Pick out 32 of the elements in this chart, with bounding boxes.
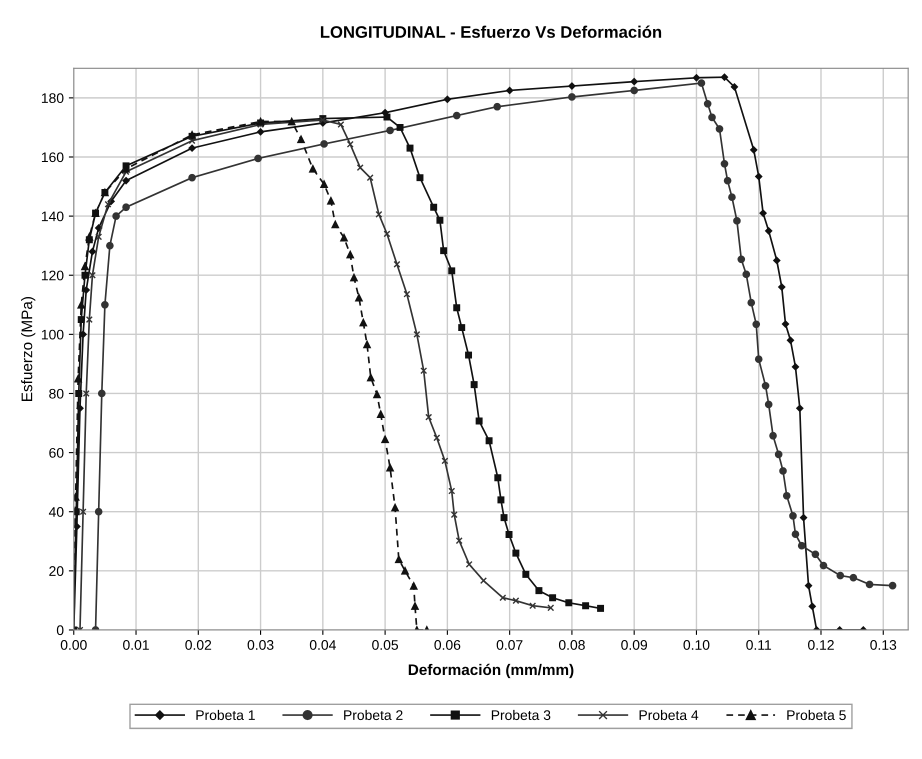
- y-tick-label: 0: [56, 625, 64, 636]
- y-axis-title: Esfuerzo (MPa): [21, 297, 36, 401]
- y-tick-label: 140: [42, 211, 64, 222]
- y-tick-label: 160: [42, 152, 64, 162]
- x-tick-label: 0.07: [496, 640, 522, 650]
- y-tick-label: 40: [48, 507, 64, 517]
- x-tick-label: 0.00: [60, 640, 87, 650]
- x-tick-label: 0.11: [746, 640, 772, 650]
- x-axis-title: Deformación (mm/mm): [408, 664, 574, 678]
- chart-title: LONGITUDINAL - Esfuerzo Vs Deformación: [320, 26, 662, 38]
- y-tick-label: 100: [42, 330, 64, 340]
- legend-label: Probeta 5: [787, 710, 846, 720]
- legend-label: Probeta 4: [640, 710, 698, 720]
- legend-label: Probeta 2: [344, 710, 403, 720]
- x-tick-label: 0.13: [870, 640, 896, 650]
- x-tick-label: 0.05: [372, 640, 398, 650]
- legend-label: Probeta 1: [196, 710, 255, 720]
- legend-label: Probeta 3: [492, 710, 550, 720]
- x-tick-label: 0.04: [310, 640, 336, 650]
- x-tick-label: 0.12: [808, 640, 834, 650]
- x-tick-label: 0.08: [558, 640, 585, 650]
- y-tick-label: 120: [42, 270, 64, 280]
- x-tick-label: 0.02: [185, 640, 212, 650]
- y-tick-label: 180: [42, 93, 64, 104]
- x-tick-label: 0.06: [434, 640, 460, 650]
- y-tick-label: 80: [49, 388, 64, 399]
- y-tick-label: 60: [49, 448, 64, 458]
- x-tick-label: 0.09: [621, 640, 648, 650]
- y-tick-label: 20: [49, 566, 64, 576]
- x-tick-label: 0.10: [683, 640, 710, 650]
- x-tick-label: 0.03: [248, 640, 274, 650]
- x-tick-label: 0.01: [123, 640, 149, 650]
